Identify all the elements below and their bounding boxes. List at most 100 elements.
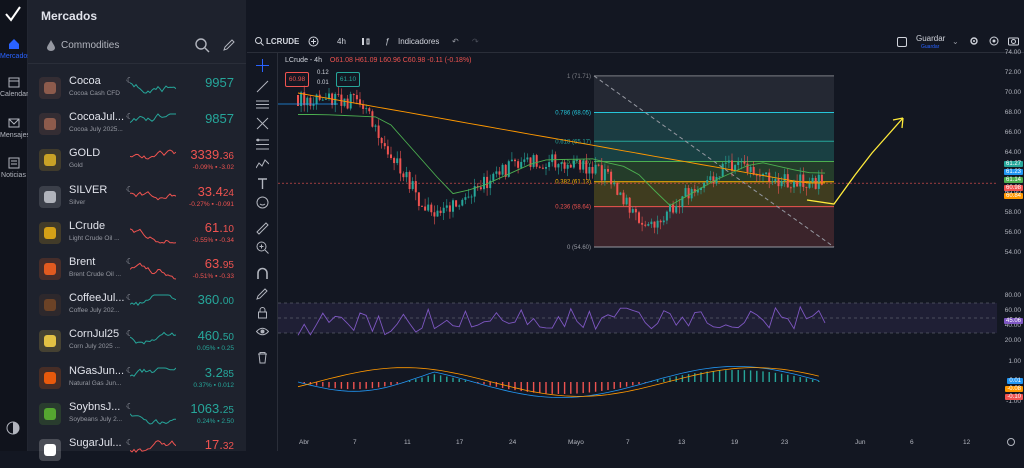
category-label[interactable]: Commodities [61, 40, 119, 51]
candle-body [793, 181, 795, 187]
indicators-button[interactable]: Indicadores [398, 37, 439, 46]
symbol-change: -0.27% ▪ -0.091 [189, 201, 234, 208]
symbol-price: 61.10 [205, 220, 234, 235]
candle-body [719, 177, 721, 178]
wave-icon[interactable] [256, 158, 269, 171]
watchlist-row[interactable]: CornJul25 ☾ Corn July 2025 ... 460.50 0.… [38, 323, 244, 359]
pencil-lock-icon[interactable] [256, 287, 269, 300]
time-tick: Mayo [568, 439, 584, 446]
fib-icon[interactable] [256, 138, 269, 151]
commodity-thumbnail [39, 258, 61, 280]
candle-body [607, 169, 609, 172]
price-tick: 56.00 [1005, 229, 1021, 236]
candle-body [347, 99, 349, 109]
macd-histogram-bar [707, 372, 708, 382]
undo-icon[interactable]: ↶ [452, 37, 459, 46]
add-symbol-icon[interactable] [308, 36, 319, 47]
price-tag: 60.84 [1004, 193, 1023, 199]
candle-body [337, 94, 339, 95]
search-icon[interactable] [195, 38, 210, 53]
candle-body [523, 159, 525, 162]
horizontal-lines-icon[interactable] [256, 98, 269, 111]
macd-histogram-bar [713, 371, 714, 382]
function-icon[interactable]: ƒ [385, 37, 389, 46]
candle-body [483, 177, 485, 189]
crosshair-icon[interactable] [256, 59, 269, 72]
symbol-button[interactable]: LCRUDE [266, 37, 299, 46]
price-tick: 70.00 [1005, 89, 1021, 96]
macd-histogram-bar [446, 377, 447, 382]
text-icon[interactable] [256, 177, 269, 190]
emoji-icon[interactable] [256, 196, 269, 209]
candle-body [471, 197, 473, 198]
rail-item-markets[interactable]: Mercados [0, 38, 27, 60]
price-axis[interactable]: 74.0072.0070.0068.0066.0064.0062.0060.00… [997, 53, 1024, 443]
edit-icon[interactable] [222, 38, 236, 52]
rsi-pane [278, 303, 997, 335]
candle-body [464, 197, 466, 200]
sparkline [130, 112, 176, 136]
rail-item-news[interactable]: Noticias [0, 157, 27, 179]
symbol-change: -0.51% ▪ -0.33 [193, 273, 234, 280]
watchlist-row[interactable]: SugarJul... ☾ 17.32 [38, 432, 244, 468]
eye-icon[interactable] [256, 325, 269, 338]
symbol-name: Brent [69, 256, 95, 268]
watchlist-row[interactable]: NGasJun... ☾ Natural Gas Jun... 3.285 0.… [38, 360, 244, 396]
save-button[interactable]: Guardar [916, 34, 945, 43]
sparkline [130, 293, 176, 317]
camera-icon[interactable] [1008, 36, 1019, 46]
macd-histogram-bar [415, 379, 416, 382]
price-chart[interactable]: 1 (71.71)0.786 (68.05)0.618 (65.17)0.5 (… [278, 53, 997, 443]
fib-level-label: 1 (71.71) [567, 74, 591, 80]
interval-button[interactable]: 4h [337, 37, 346, 46]
redo-icon[interactable]: ↷ [472, 37, 479, 46]
magnet-icon[interactable] [256, 267, 269, 280]
layout-checkbox[interactable] [897, 37, 907, 47]
theme-toggle-icon[interactable] [6, 421, 20, 435]
candle-body [530, 157, 532, 166]
search-icon[interactable] [255, 37, 264, 46]
symbol-name: CocoaJul... [69, 111, 124, 123]
watchlist-row[interactable]: CoffeeJul... ☾ Coffee July 202... 360.00 [38, 287, 244, 323]
zoom-icon[interactable] [256, 241, 269, 254]
pattern-icon[interactable] [256, 117, 269, 130]
commodity-thumbnail-fill [44, 372, 56, 384]
watchlist-row[interactable]: LCrude Light Crude Oil ... 61.10 -0.55% … [38, 215, 244, 251]
watchlist-row[interactable]: CocoaJul... ☾ Cocoa July 2025... 9857 [38, 106, 244, 142]
candle-body [536, 155, 538, 167]
candle-body [623, 193, 625, 205]
ruler-icon[interactable] [256, 222, 269, 235]
sparkline [130, 221, 176, 245]
axis-settings-icon[interactable] [1006, 437, 1016, 447]
symbol-change: -0.55% ▪ -0.34 [193, 237, 234, 244]
candle-body [654, 222, 656, 228]
rail-item-messages[interactable]: Mensajes [0, 117, 27, 139]
sell-button[interactable]: 60.98 [285, 72, 309, 87]
time-tick: 11 [404, 439, 411, 446]
watchlist-row[interactable]: GOLD Gold 3339.36 -0.09% ▪ -3.02 [38, 142, 244, 178]
price-main: 460. [198, 328, 223, 343]
candle-body [557, 164, 559, 167]
candle-body [598, 165, 600, 166]
watchlist-row[interactable]: SILVER ☾ Silver 33.424 -0.27% ▪ -0.091 [38, 179, 244, 215]
watchlist-row[interactable]: Cocoa ☾ Cocoa Cash CFD 9957 [38, 70, 244, 106]
chevron-down-icon[interactable]: ⌄ [952, 37, 959, 46]
buy-button[interactable]: 61.10 [336, 72, 360, 87]
settings-icon[interactable] [989, 36, 999, 46]
fib-level-label: 0.786 (68.05) [555, 111, 591, 117]
candle-body [613, 183, 615, 185]
symbol-name: LCrude [69, 220, 105, 232]
gear-icon[interactable] [969, 36, 979, 46]
fib-level-label: 0.382 (61.13) [555, 180, 591, 186]
trash-icon[interactable] [256, 351, 269, 364]
rsi-band [278, 303, 997, 333]
candle-body [759, 176, 761, 177]
watchlist-row[interactable]: SoybnsJ... ☾ Soybeans July 2... 1063.25 … [38, 396, 244, 432]
price-tick: 74.00 [1005, 49, 1021, 56]
lock-icon[interactable] [256, 306, 269, 319]
candles-icon[interactable] [360, 36, 371, 47]
candle-body [774, 179, 776, 182]
watchlist-row[interactable]: Brent ☾ Brent Crude Oil ... 63.95 -0.51%… [38, 251, 244, 287]
rail-item-calendar[interactable]: Calendario [0, 76, 27, 98]
trendline-icon[interactable] [256, 80, 269, 93]
